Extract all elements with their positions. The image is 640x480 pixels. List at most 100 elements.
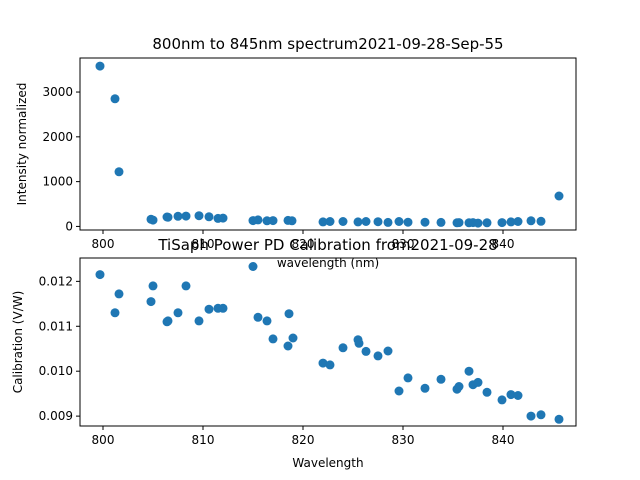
spectrum-point bbox=[268, 216, 278, 226]
spectrum-x-label: wavelength (nm) bbox=[277, 256, 379, 270]
calibration-point bbox=[354, 338, 364, 348]
calibration-point bbox=[114, 289, 124, 299]
spectrum-point bbox=[253, 215, 263, 225]
spectrum-point bbox=[218, 213, 228, 223]
calibration-point bbox=[288, 333, 298, 343]
calibration-point bbox=[146, 297, 156, 307]
spectrum-x-tick-label: 820 bbox=[292, 237, 315, 251]
spectrum-point bbox=[361, 217, 371, 226]
spectrum-point bbox=[163, 212, 173, 222]
calibration-point bbox=[253, 312, 263, 322]
spectrum-y-tick-label: 2000 bbox=[42, 130, 73, 144]
calibration-y-ticks: 0.009 0.010 0.011 0.012 bbox=[39, 274, 80, 423]
spectrum-point bbox=[454, 218, 464, 228]
spectrum-x-tick-label: 810 bbox=[192, 237, 215, 251]
spectrum-point bbox=[383, 217, 393, 227]
spectrum-point bbox=[287, 216, 297, 226]
calibration-point bbox=[284, 309, 294, 319]
calibration-point bbox=[526, 411, 536, 421]
calibration-x-label: Wavelength bbox=[292, 456, 363, 470]
spectrum-points bbox=[95, 61, 564, 228]
calibration-point bbox=[403, 373, 413, 383]
calibration-point bbox=[148, 281, 158, 291]
calibration-point bbox=[110, 308, 120, 318]
spectrum-point bbox=[526, 216, 536, 226]
spectrum-point bbox=[506, 217, 516, 227]
spectrum-point bbox=[110, 94, 120, 104]
spectrum-y-tick-label: 3000 bbox=[42, 85, 73, 99]
spectrum-y-tick-label: 0 bbox=[65, 219, 73, 233]
calibration-axes-frame bbox=[79, 257, 577, 427]
calibration-point bbox=[338, 343, 348, 353]
calibration-point bbox=[513, 391, 523, 400]
calibration-point bbox=[482, 387, 492, 397]
calibration-point bbox=[248, 262, 258, 271]
calibration-point bbox=[497, 395, 507, 405]
spectrum-point bbox=[473, 218, 483, 228]
spectrum-point bbox=[173, 211, 183, 221]
spectrum-point bbox=[394, 217, 404, 226]
spectrum-point bbox=[536, 216, 546, 226]
calibration-x-ticks: 800 810 820 830 840 bbox=[92, 426, 515, 447]
calibration-point bbox=[464, 366, 474, 376]
spectrum-point bbox=[325, 217, 335, 226]
calibration-title: TiSaph Power PD Calibration from2021-09-… bbox=[157, 236, 497, 254]
spectrum-x-ticks: 800 810 820 830 840 bbox=[92, 230, 514, 251]
spectrum-point bbox=[338, 217, 348, 226]
calibration-points bbox=[95, 262, 564, 424]
spectrum-y-tick-label: 1000 bbox=[42, 175, 73, 189]
calibration-y-tick-label: 0.012 bbox=[39, 274, 73, 288]
calibration-x-tick-label: 810 bbox=[192, 433, 215, 447]
spectrum-point bbox=[318, 217, 328, 227]
calibration-point bbox=[218, 303, 228, 313]
calibration-x-tick-label: 820 bbox=[292, 433, 315, 447]
calibration-point bbox=[361, 346, 371, 356]
spectrum-y-ticks: 0 1000 2000 3000 bbox=[42, 85, 80, 233]
spectrum-point bbox=[497, 218, 507, 228]
calibration-point bbox=[204, 304, 214, 314]
spectrum-y-label: Intensity normalized bbox=[15, 83, 29, 206]
spectrum-x-tick-label: 830 bbox=[392, 237, 415, 251]
calibration-point bbox=[95, 270, 105, 280]
spectrum-axes-frame bbox=[79, 57, 577, 231]
calibration-x-tick-label: 840 bbox=[492, 433, 515, 447]
calibration-point bbox=[373, 351, 383, 361]
calibration-point bbox=[181, 281, 191, 291]
calibration-x-tick-label: 830 bbox=[392, 433, 415, 447]
calibration-point bbox=[554, 414, 564, 424]
spectrum-title: 800nm to 845nm spectrum2021-09-28-Sep-55 bbox=[152, 35, 503, 53]
calibration-point bbox=[262, 316, 272, 326]
spectrum-point bbox=[554, 191, 564, 201]
calibration-point bbox=[163, 316, 173, 326]
calibration-point bbox=[194, 316, 204, 326]
calibration-y-tick-label: 0.011 bbox=[39, 319, 73, 333]
calibration-point bbox=[283, 341, 293, 351]
calibration-point bbox=[268, 334, 278, 344]
calibration-y-tick-label: 0.010 bbox=[39, 364, 73, 378]
calibration-x-tick-label: 800 bbox=[92, 433, 115, 447]
calibration-y-label: Calibration (V/W) bbox=[11, 291, 25, 394]
calibration-point bbox=[173, 308, 183, 318]
calibration-point bbox=[318, 358, 328, 368]
spectrum-point bbox=[373, 217, 383, 227]
calibration-point bbox=[436, 374, 446, 384]
calibration-point bbox=[383, 346, 393, 356]
spectrum-point bbox=[148, 215, 158, 225]
calibration-point bbox=[420, 383, 430, 393]
calibration-y-tick-label: 0.009 bbox=[39, 409, 73, 423]
spectrum-point bbox=[95, 61, 105, 71]
calibration-point bbox=[454, 382, 464, 391]
calibration-point bbox=[473, 377, 483, 387]
spectrum-point bbox=[114, 167, 124, 177]
spectrum-point bbox=[194, 211, 204, 221]
spectrum-point bbox=[181, 211, 191, 221]
calibration-point bbox=[394, 386, 404, 396]
spectrum-point bbox=[513, 217, 523, 226]
spectrum-subplot: 800nm to 845nm spectrum2021-09-28-Sep-55… bbox=[15, 35, 577, 270]
spectrum-x-tick-label: 800 bbox=[92, 237, 115, 251]
spectrum-point bbox=[436, 217, 446, 227]
spectrum-point bbox=[353, 217, 363, 227]
calibration-point bbox=[536, 410, 546, 420]
spectrum-point bbox=[420, 217, 430, 227]
